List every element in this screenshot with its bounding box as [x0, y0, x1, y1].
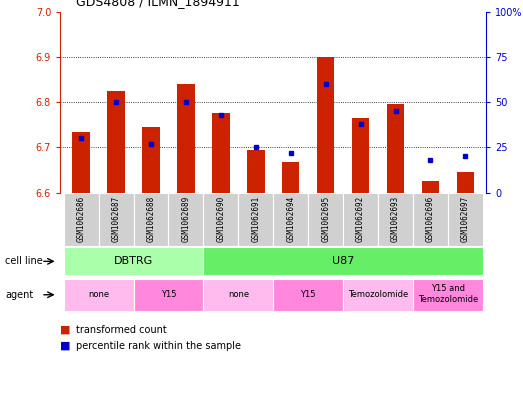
Bar [98, 193, 133, 246]
Text: DBTRG: DBTRG [114, 256, 153, 266]
Bar [212, 114, 230, 193]
Bar [142, 127, 160, 193]
Bar [64, 279, 133, 310]
Bar [352, 118, 369, 193]
Bar [317, 57, 334, 193]
Text: GSM1062686: GSM1062686 [76, 196, 86, 242]
Text: Y15 and
Temozolomide: Y15 and Temozolomide [418, 285, 478, 304]
Text: none: none [88, 290, 109, 299]
Bar [133, 193, 168, 246]
Text: GSM1062692: GSM1062692 [356, 196, 365, 242]
Text: ■: ■ [60, 325, 71, 335]
Bar [343, 279, 413, 310]
Bar [238, 193, 274, 246]
Text: Y15: Y15 [161, 290, 176, 299]
Text: none: none [228, 290, 249, 299]
Bar [282, 162, 300, 193]
Bar [168, 193, 203, 246]
Bar [413, 279, 483, 310]
Text: GSM1062688: GSM1062688 [146, 196, 155, 242]
Bar [203, 279, 274, 310]
Text: GSM1062689: GSM1062689 [181, 196, 190, 242]
Bar [203, 193, 238, 246]
Text: GSM1062695: GSM1062695 [321, 196, 330, 242]
Text: GSM1062694: GSM1062694 [286, 196, 295, 242]
Bar [413, 193, 448, 246]
Text: GSM1062690: GSM1062690 [217, 196, 225, 242]
Bar [177, 84, 195, 193]
Bar [387, 105, 404, 193]
Bar [203, 247, 483, 275]
Bar [72, 132, 90, 193]
Text: Temozolomide: Temozolomide [348, 290, 408, 299]
Text: percentile rank within the sample: percentile rank within the sample [76, 341, 241, 351]
Text: transformed count: transformed count [76, 325, 167, 335]
Bar [378, 193, 413, 246]
Text: GSM1062693: GSM1062693 [391, 196, 400, 242]
Text: cell line: cell line [5, 256, 43, 266]
Text: ■: ■ [60, 341, 71, 351]
Bar [457, 172, 474, 193]
Text: U87: U87 [332, 256, 354, 266]
Text: GDS4808 / ILMN_1894911: GDS4808 / ILMN_1894911 [76, 0, 240, 8]
Bar [274, 193, 308, 246]
Text: GSM1062687: GSM1062687 [111, 196, 120, 242]
Bar [308, 193, 343, 246]
Text: Y15: Y15 [300, 290, 316, 299]
Bar [64, 247, 203, 275]
Bar [133, 279, 203, 310]
Text: GSM1062691: GSM1062691 [251, 196, 260, 242]
Bar [274, 279, 343, 310]
Bar [247, 150, 265, 193]
Bar [107, 91, 125, 193]
Bar [422, 181, 439, 193]
Bar [64, 193, 98, 246]
Bar [343, 193, 378, 246]
Bar [448, 193, 483, 246]
Text: GSM1062696: GSM1062696 [426, 196, 435, 242]
Text: GSM1062697: GSM1062697 [461, 196, 470, 242]
Text: agent: agent [5, 290, 33, 300]
